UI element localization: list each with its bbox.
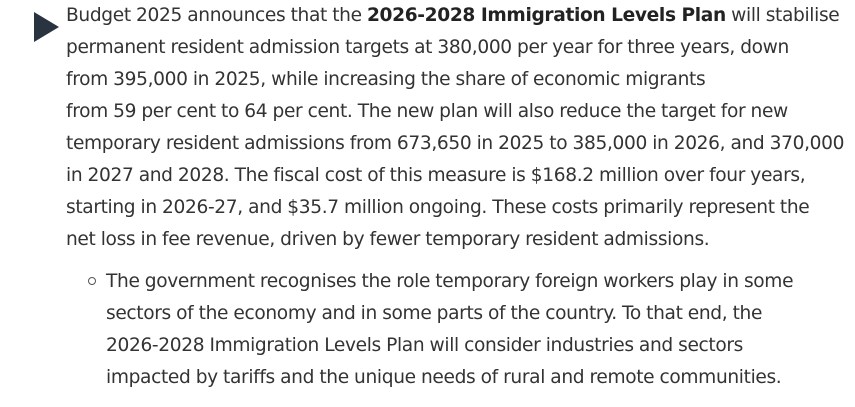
main-paragraph: Budget 2025 announces that the 2026-2028… [66,0,855,256]
main-line-8: net loss in fee revenue, driven by fewer… [66,229,710,250]
main-line-1: Budget 2025 announces that the 2026-2028… [66,0,855,32]
main-line-6: in 2027 and 2028. The fiscal cost of thi… [66,165,806,186]
main-line-7: starting in 2026-27, and $35.7 million o… [66,197,810,218]
main-line-2: permanent resident admission targets at … [66,37,789,58]
main-line-5: temporary resident admissions from 673,6… [66,133,845,154]
triangle-right-icon [34,12,59,42]
sub-line-2: sectors of the economy and in some parts… [106,303,763,324]
sub-paragraph: The government recognises the role tempo… [106,266,855,394]
sub-line-1: The government recognises the role tempo… [106,271,794,292]
circle-outline-icon [88,277,96,285]
main-line-4: from 59 per cent to 64 per cent. The new… [66,101,788,122]
line-1-tail: will stabilise [725,5,840,26]
sub-line-4: impacted by tariffs and the unique needs… [106,367,782,388]
sub-line-3: 2026-2028 Immigration Levels Plan will c… [106,335,744,356]
line-1-text: Budget 2025 announces that the [66,5,367,26]
levels-plan-bold: 2026-2028 Immigration Levels Plan [366,5,726,26]
main-line-3: from 395,000 in 2025, while increasing t… [66,69,706,90]
